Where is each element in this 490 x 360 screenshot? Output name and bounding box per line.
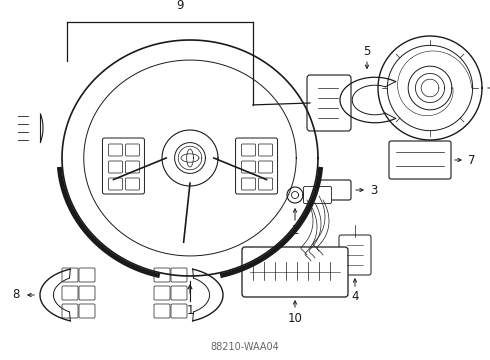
Text: 1: 1 [186, 305, 194, 318]
FancyBboxPatch shape [242, 161, 256, 173]
FancyBboxPatch shape [125, 161, 140, 173]
FancyBboxPatch shape [389, 141, 451, 179]
FancyBboxPatch shape [259, 144, 272, 156]
FancyBboxPatch shape [307, 75, 351, 131]
FancyBboxPatch shape [242, 247, 348, 297]
FancyBboxPatch shape [236, 138, 277, 194]
FancyBboxPatch shape [125, 144, 140, 156]
Text: 9: 9 [176, 0, 184, 12]
FancyBboxPatch shape [79, 286, 95, 300]
FancyBboxPatch shape [154, 286, 170, 300]
Text: 10: 10 [288, 311, 302, 324]
Text: 88210-WAA04: 88210-WAA04 [211, 342, 279, 352]
FancyBboxPatch shape [108, 178, 122, 190]
FancyBboxPatch shape [125, 178, 140, 190]
FancyBboxPatch shape [259, 178, 272, 190]
FancyBboxPatch shape [62, 286, 78, 300]
FancyBboxPatch shape [102, 138, 145, 194]
FancyBboxPatch shape [79, 304, 95, 318]
Text: 5: 5 [363, 45, 371, 58]
FancyBboxPatch shape [171, 286, 187, 300]
FancyBboxPatch shape [154, 304, 170, 318]
FancyBboxPatch shape [259, 161, 272, 173]
FancyBboxPatch shape [339, 235, 371, 275]
FancyBboxPatch shape [242, 178, 256, 190]
FancyBboxPatch shape [108, 144, 122, 156]
FancyBboxPatch shape [108, 161, 122, 173]
Text: 3: 3 [370, 184, 378, 197]
Text: 7: 7 [468, 153, 476, 166]
FancyBboxPatch shape [62, 268, 78, 282]
FancyBboxPatch shape [242, 144, 256, 156]
FancyBboxPatch shape [154, 268, 170, 282]
FancyBboxPatch shape [79, 268, 95, 282]
Text: 2: 2 [291, 224, 299, 237]
Text: 4: 4 [351, 291, 359, 303]
FancyBboxPatch shape [62, 304, 78, 318]
FancyBboxPatch shape [319, 180, 351, 200]
FancyBboxPatch shape [303, 186, 332, 203]
FancyBboxPatch shape [171, 304, 187, 318]
Text: 8: 8 [12, 288, 20, 302]
FancyBboxPatch shape [171, 268, 187, 282]
